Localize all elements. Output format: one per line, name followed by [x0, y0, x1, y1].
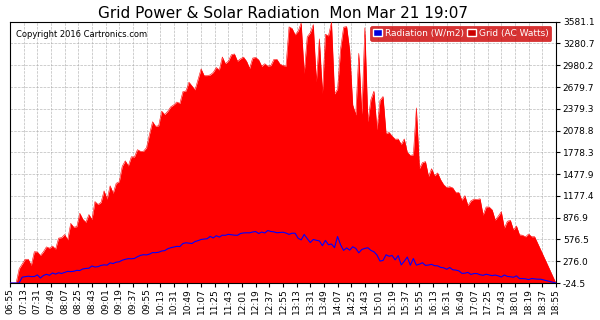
Title: Grid Power & Solar Radiation  Mon Mar 21 19:07: Grid Power & Solar Radiation Mon Mar 21 …	[98, 5, 468, 20]
Text: Copyright 2016 Cartronics.com: Copyright 2016 Cartronics.com	[16, 29, 146, 39]
Legend: Radiation (W/m2), Grid (AC Watts): Radiation (W/m2), Grid (AC Watts)	[370, 26, 551, 41]
